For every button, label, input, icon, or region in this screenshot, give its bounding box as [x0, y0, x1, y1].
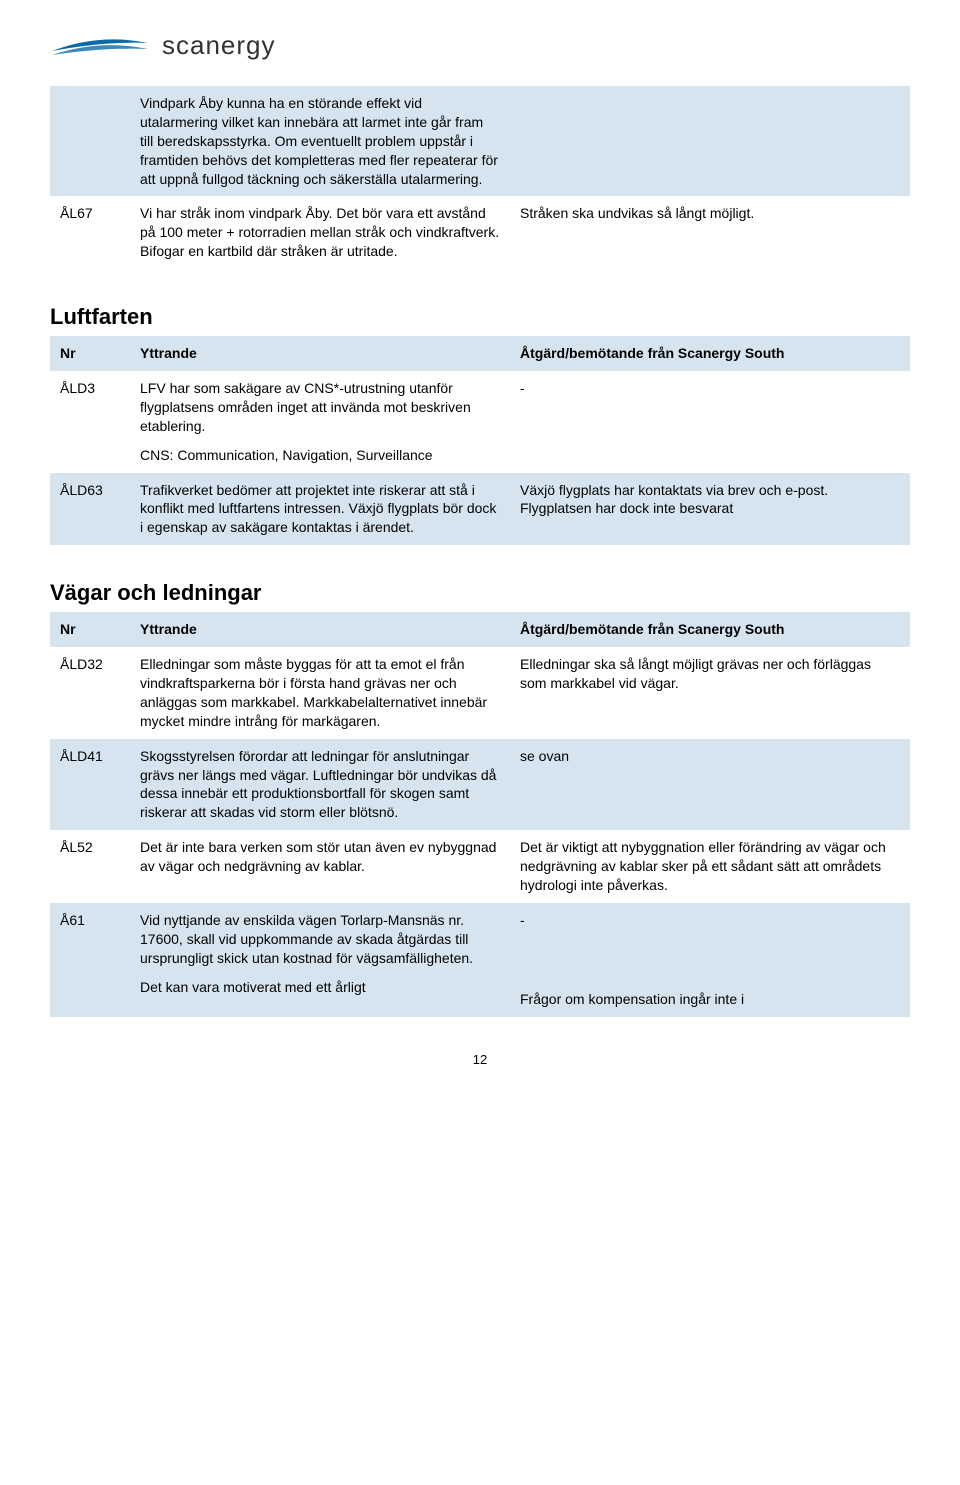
yttrande-text-2: CNS: Communication, Navigation, Surveill…	[140, 447, 433, 463]
row-atgard: -	[510, 371, 910, 473]
row-yttrande: Vindpark Åby kunna ha en störande effekt…	[130, 86, 510, 196]
row-atgard: - Frågor om kompensation ingår inte i	[510, 903, 910, 1017]
th-atgard: Åtgärd/bemötande från Scanergy South	[510, 336, 910, 371]
section-title-vagar: Vägar och ledningar	[50, 580, 910, 606]
row-nr: ÅL67	[50, 196, 130, 269]
row-yttrande: Elledningar som måste byggas för att ta …	[130, 647, 510, 739]
yttrande-text-2: Det kan vara motiverat med ett årligt	[140, 979, 366, 995]
th-yttrande: Yttrande	[130, 336, 510, 371]
atgard-text: -	[520, 912, 525, 928]
th-atgard: Åtgärd/bemötande från Scanergy South	[510, 612, 910, 647]
row-yttrande: Vid nyttjande av enskilda vägen Torlarp-…	[130, 903, 510, 1017]
row-yttrande: Vi har stråk inom vindpark Åby. Det bör …	[130, 196, 510, 269]
row-yttrande: Det är inte bara verken som stör utan äv…	[130, 830, 510, 903]
row-atgard	[510, 86, 910, 196]
th-yttrande: Yttrande	[130, 612, 510, 647]
row-yttrande: Trafikverket bedömer att projektet inte …	[130, 473, 510, 546]
logo-text: scanergy	[162, 30, 276, 61]
th-nr: Nr	[50, 336, 130, 371]
row-yttrande: Skogsstyrelsen förordar att ledningar fö…	[130, 739, 510, 831]
logo: scanergy	[50, 30, 910, 61]
swoosh-icon	[50, 31, 150, 61]
yttrande-text: LFV har som sakägare av CNS*-utrustning …	[140, 380, 471, 434]
atgard-text-2: Frågor om kompensation ingår inte i	[520, 991, 744, 1007]
vagar-table: Nr Yttrande Åtgärd/bemötande från Scaner…	[50, 612, 910, 1016]
row-nr: ÅLD63	[50, 473, 130, 546]
row-nr: ÅLD32	[50, 647, 130, 739]
row-nr: ÅLD3	[50, 371, 130, 473]
row-atgard: se ovan	[510, 739, 910, 831]
row-atgard: Växjö flygplats har kontaktats via brev …	[510, 473, 910, 546]
row-atgard: Det är viktigt att nybyggnation eller fö…	[510, 830, 910, 903]
row-yttrande: LFV har som sakägare av CNS*-utrustning …	[130, 371, 510, 473]
row-nr: Å61	[50, 903, 130, 1017]
row-atgard: Elledningar ska så långt möjligt grävas …	[510, 647, 910, 739]
luftfarten-table: Nr Yttrande Åtgärd/bemötande från Scaner…	[50, 336, 910, 545]
section-title-luftfarten: Luftfarten	[50, 304, 910, 330]
th-nr: Nr	[50, 612, 130, 647]
page-number: 12	[50, 1052, 910, 1067]
row-nr: ÅL52	[50, 830, 130, 903]
top-table: Vindpark Åby kunna ha en störande effekt…	[50, 86, 910, 269]
yttrande-text: Vid nyttjande av enskilda vägen Torlarp-…	[140, 912, 473, 966]
row-nr: ÅLD41	[50, 739, 130, 831]
row-nr	[50, 86, 130, 196]
row-atgard: Stråken ska undvikas så långt möjligt.	[510, 196, 910, 269]
